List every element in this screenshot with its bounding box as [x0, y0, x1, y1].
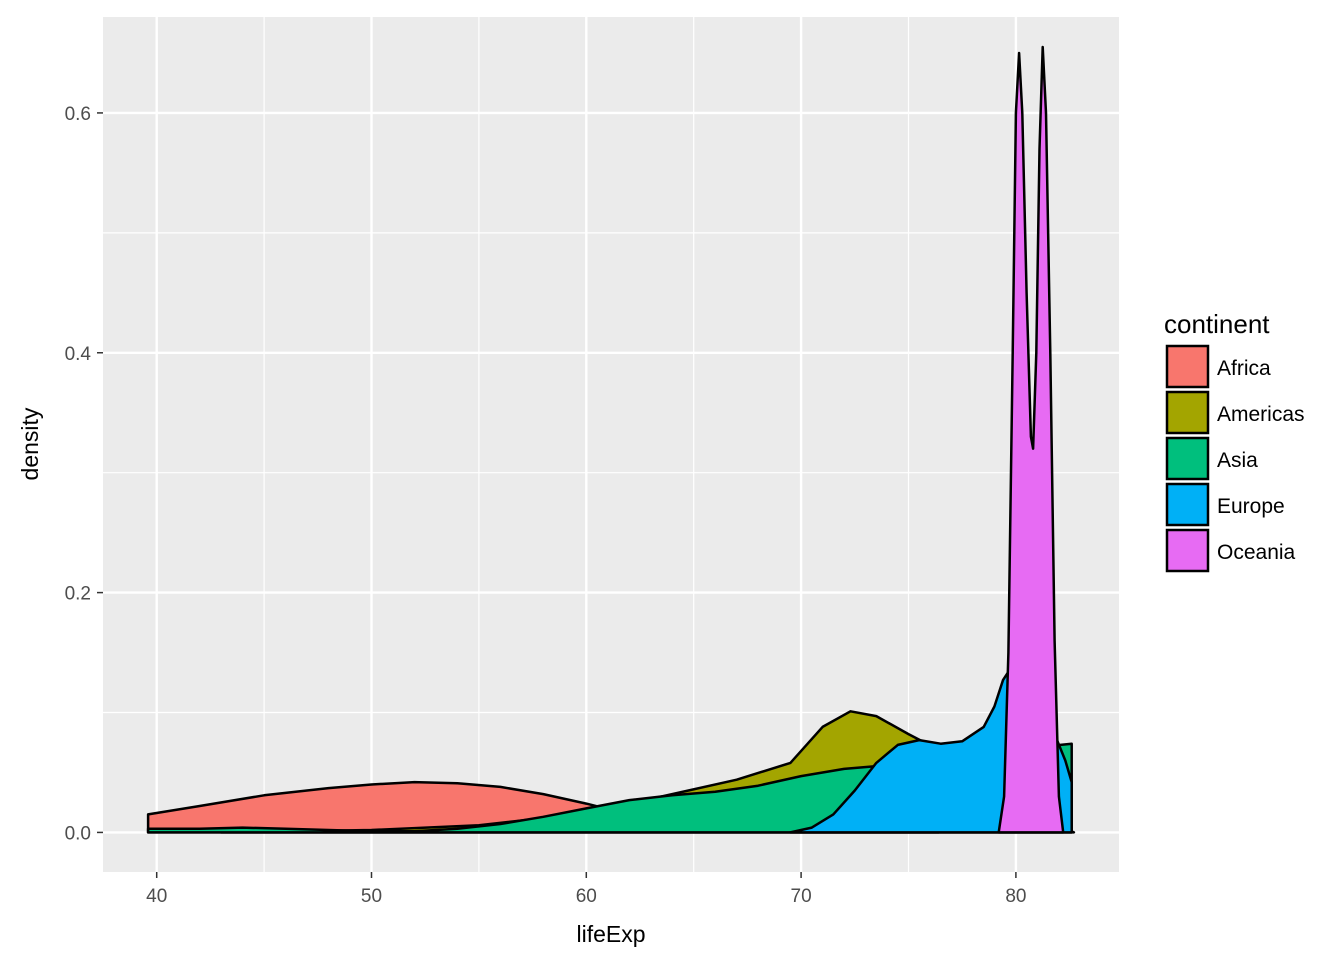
legend-label-africa: Africa	[1217, 357, 1271, 380]
density-areas	[146, 45, 1076, 834]
x-tick-label: 50	[361, 886, 382, 907]
legend-label-oceania: Oceania	[1217, 541, 1296, 564]
density-area-europe	[789, 665, 1073, 834]
y-axis: 0.0 0.2 0.4 0.6	[65, 104, 103, 844]
legend-label-asia: Asia	[1217, 449, 1258, 472]
legend-swatch-europe	[1165, 482, 1210, 527]
y-tick-label: 0.4	[65, 344, 92, 365]
x-tick-label: 40	[146, 886, 167, 907]
legend: continent Africa Americas Asia Europe Oceani…	[1164, 309, 1305, 573]
legend-label-americas: Americas	[1217, 403, 1305, 426]
legend-swatch-asia	[1165, 436, 1210, 481]
y-axis-title: density	[17, 407, 43, 480]
x-tick-label: 60	[576, 886, 597, 907]
y-tick-label: 0.2	[65, 584, 91, 605]
x-axis: 40 50 60 70 80	[146, 872, 1026, 907]
legend-label-europe: Europe	[1217, 495, 1285, 518]
legend-title: continent	[1164, 309, 1270, 339]
legend-swatch-oceania	[1165, 528, 1210, 573]
density-area-oceania	[997, 45, 1065, 834]
y-tick-label: 0.6	[65, 104, 91, 125]
x-tick-label: 70	[791, 886, 812, 907]
grid-lines	[103, 17, 1119, 872]
legend-swatch-africa	[1165, 344, 1210, 389]
x-axis-title: lifeExp	[576, 921, 645, 947]
legend-swatch-americas	[1165, 390, 1210, 435]
x-tick-label: 80	[1005, 886, 1026, 907]
panel-background	[103, 17, 1119, 872]
y-tick-label: 0.0	[65, 823, 91, 844]
